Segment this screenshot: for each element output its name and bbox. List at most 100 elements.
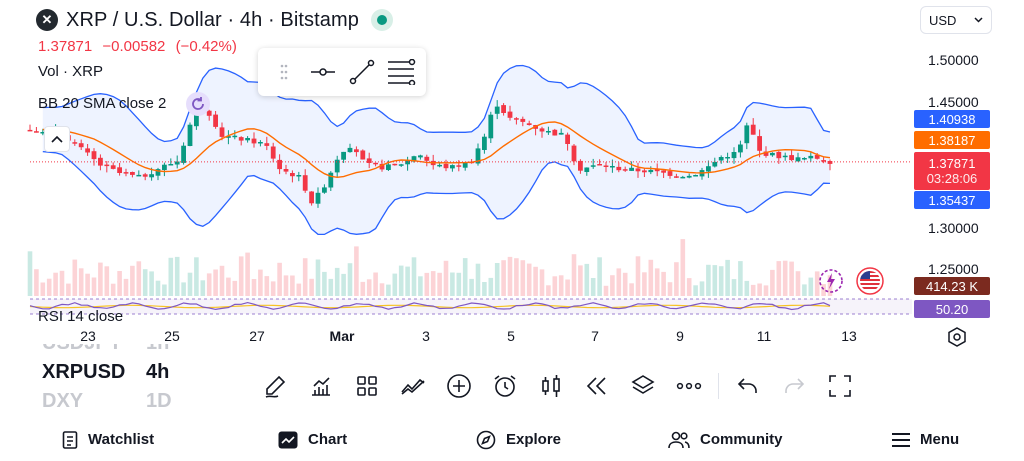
- candle-body: [718, 157, 724, 161]
- menu-icon: [892, 432, 910, 447]
- volume-indicator-label[interactable]: Vol · XRP: [38, 63, 104, 80]
- symbol-row-selected[interactable]: XRPUSD 4h: [42, 359, 182, 386]
- volume-bar: [290, 275, 295, 296]
- chart-toolbar[interactable]: [252, 366, 863, 406]
- volume-bar: [776, 261, 782, 296]
- more-icon[interactable]: [666, 366, 712, 406]
- candle-body: [514, 118, 519, 120]
- volume-bar: [654, 268, 660, 296]
- loading-icon: [186, 92, 210, 116]
- redo-icon[interactable]: [771, 366, 817, 406]
- candle-body: [526, 123, 532, 125]
- bb-upper-line: [42, 64, 831, 149]
- nav-explore[interactable]: Explore: [476, 430, 561, 450]
- candle-body: [674, 176, 679, 178]
- volume-bar: [558, 275, 564, 296]
- candle-body: [328, 172, 334, 188]
- price-tick: 1.45000: [928, 94, 979, 110]
- candle-body: [648, 170, 654, 173]
- horizontal-line-icon[interactable]: [308, 57, 338, 87]
- volume-bar: [66, 283, 71, 296]
- candle-body: [437, 164, 442, 167]
- candle-body: [354, 149, 359, 153]
- currency-select[interactable]: USD: [920, 6, 992, 34]
- ideas-icon[interactable]: [818, 268, 844, 294]
- volume-bar: [648, 259, 654, 296]
- volume-bar: [328, 278, 334, 296]
- bb-indicator-label[interactable]: BB 20 SMA close 2: [38, 95, 167, 112]
- candle-body: [808, 155, 814, 159]
- candle-body: [558, 132, 564, 135]
- nav-watchlist[interactable]: Watchlist: [62, 430, 154, 449]
- trend-line-icon[interactable]: [347, 57, 377, 87]
- collapse-indicators-button[interactable]: [44, 126, 70, 152]
- volume-bar: [238, 256, 244, 296]
- bb-lower-line: [42, 150, 831, 236]
- layers-icon[interactable]: [620, 366, 666, 406]
- symbol-row[interactable]: DXY 1D: [42, 388, 182, 415]
- drawing-toolbar[interactable]: [258, 48, 426, 96]
- volume-bar: [27, 251, 33, 296]
- drag-handle-icon[interactable]: [269, 57, 299, 87]
- volume-bar: [526, 263, 532, 296]
- pencil-icon[interactable]: [252, 366, 298, 406]
- volume-bar: [597, 257, 602, 296]
- trend-icon[interactable]: [390, 366, 436, 406]
- nav-community[interactable]: Community: [668, 431, 783, 449]
- candle-body: [245, 138, 250, 141]
- fullscreen-icon[interactable]: [817, 366, 863, 406]
- symbol-title[interactable]: XRP / U.S. Dollar · 4h · Bitstamp: [66, 8, 360, 31]
- nav-chart[interactable]: Chart: [278, 431, 347, 449]
- chart-header[interactable]: ✕ XRP / U.S. Dollar · 4h · Bitstamp: [36, 8, 394, 32]
- candle-body: [616, 166, 622, 171]
- volume-bar: [162, 284, 167, 296]
- volume-bar: [123, 278, 129, 296]
- chevron-up-icon: [51, 135, 63, 143]
- candle-body: [206, 110, 212, 116]
- volume-bar: [110, 283, 116, 296]
- price-change: −0.00582: [102, 38, 166, 55]
- volume-bar: [418, 276, 423, 296]
- us-flag-icon[interactable]: [856, 267, 884, 295]
- symbol-picker[interactable]: USDJPY 1h XRPUSD 4h DXY 1D: [42, 344, 182, 418]
- alarm-icon[interactable]: [482, 366, 528, 406]
- candle-body: [379, 163, 385, 170]
- candle-body: [520, 118, 526, 122]
- chart-settings-icon[interactable]: [946, 326, 968, 348]
- candle-body: [706, 166, 711, 172]
- symbol-row[interactable]: USDJPY 1h: [42, 344, 182, 357]
- candle-body: [584, 167, 590, 172]
- candle-body: [654, 169, 660, 172]
- candle-body: [264, 143, 270, 146]
- volume-bar: [590, 278, 596, 296]
- candle-body: [590, 165, 596, 167]
- candle-body: [603, 165, 609, 167]
- candle-body: [475, 148, 481, 164]
- volume-bar: [194, 257, 199, 296]
- rewind-icon[interactable]: [574, 366, 620, 406]
- nav-menu[interactable]: Menu: [892, 431, 959, 448]
- candle-body: [795, 157, 801, 162]
- candle-body: [565, 134, 570, 144]
- candle-body: [744, 125, 750, 144]
- volume-bar: [674, 262, 679, 296]
- volume-bar: [802, 284, 807, 296]
- rsi-indicator-label[interactable]: RSI 14 close: [38, 308, 124, 322]
- fib-retracement-icon[interactable]: [386, 57, 416, 87]
- chart-bars-icon[interactable]: [298, 366, 344, 406]
- volume-bar: [174, 256, 180, 296]
- volume-bar: [603, 285, 609, 296]
- undo-icon[interactable]: [725, 366, 771, 406]
- candle-body: [238, 137, 244, 141]
- add-icon[interactable]: [436, 366, 482, 406]
- candle-body: [34, 131, 39, 133]
- volume-bar: [616, 268, 622, 296]
- volume-bar: [571, 254, 577, 296]
- candle-body: [731, 152, 737, 159]
- price-chart[interactable]: [0, 0, 1024, 330]
- grid-icon[interactable]: [344, 366, 390, 406]
- volume-bar: [251, 279, 257, 296]
- volume-bar: [488, 277, 494, 296]
- candle-icon[interactable]: [528, 366, 574, 406]
- volume-bar: [232, 280, 238, 296]
